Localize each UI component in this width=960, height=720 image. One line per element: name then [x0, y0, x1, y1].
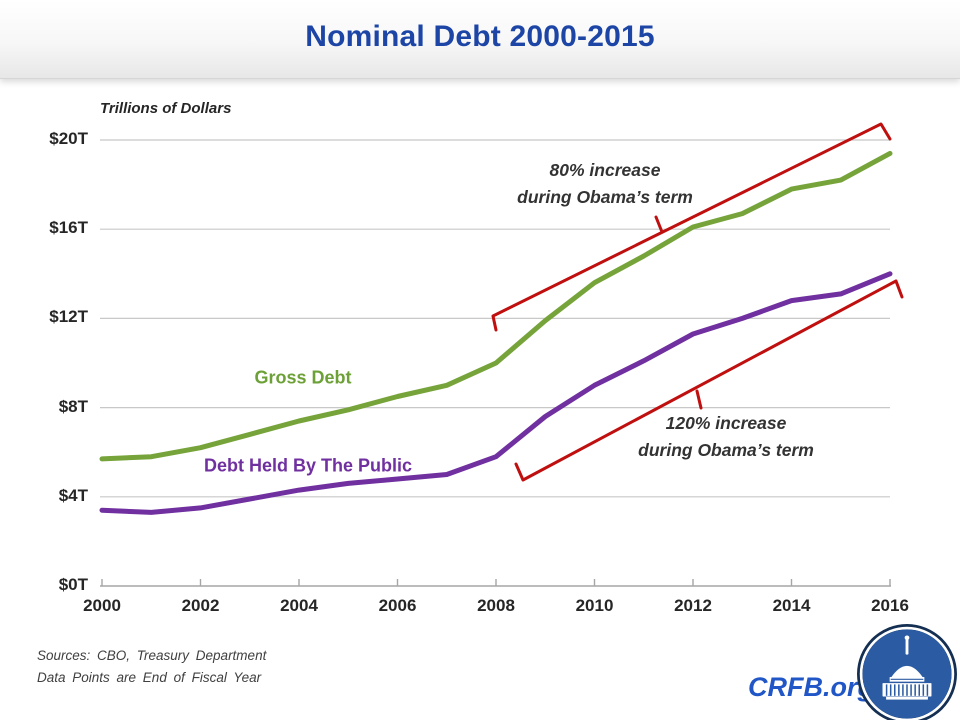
annotation-line: during Obama’s term [638, 440, 814, 460]
series-label-gross-debt: Gross Debt [254, 367, 352, 388]
page-title: Nominal Debt 2000-2015 [305, 20, 655, 53]
y-tick-label: $20T [49, 129, 88, 148]
axis-unit-label: Trillions of Dollars [100, 100, 232, 117]
crfb-logo [856, 623, 958, 720]
x-tick-label: 2008 [477, 596, 515, 615]
y-tick-label: $4T [58, 485, 88, 505]
source-line-1: Sources: CBO, Treasury Department [37, 648, 267, 663]
x-tick-label: 2006 [378, 596, 417, 615]
y-tick-label: $8T [58, 396, 88, 416]
x-tick-label: 2014 [772, 596, 811, 615]
increase-bracket [514, 279, 904, 482]
annotation-public-debt-increase: 120% increase during Obama’s term [638, 410, 814, 464]
capitol-icon [857, 624, 957, 720]
annotation-line: 80% increase [549, 160, 661, 180]
annotation-line: during Obama’s term [517, 187, 693, 207]
line-debt-held-by-the-public [99, 271, 893, 515]
source-note: Sources: CBO, Treasury Department Data P… [37, 645, 266, 689]
chart-region: Trillions of Dollars Gross Debt Debt Hel… [0, 78, 960, 638]
series-label-public-debt: Debt Held By The Public [203, 455, 413, 476]
x-tick-label: 2012 [674, 596, 712, 615]
crfb-brand-text: CRFB.org [748, 672, 874, 702]
y-tick-label: $16T [49, 218, 88, 238]
source-line-2: Data Points are End of Fiscal Year [37, 670, 262, 685]
x-tick-label: 2016 [871, 596, 909, 615]
header: Nominal Debt 2000-2015 [0, 0, 960, 79]
y-tick-label: $0T [58, 575, 88, 594]
x-tick-label: 2010 [575, 596, 614, 615]
x-tick-label: 2004 [280, 596, 318, 615]
line-gross-debt [99, 150, 893, 462]
annotation-gross-debt-increase: 80% increase during Obama’s term [517, 157, 693, 211]
x-tick-label: 2002 [181, 596, 220, 615]
annotation-line: 120% increase [665, 413, 787, 433]
increase-bracket [491, 122, 892, 332]
x-tick-label: 2000 [83, 596, 121, 615]
y-tick-label: $12T [49, 307, 88, 327]
